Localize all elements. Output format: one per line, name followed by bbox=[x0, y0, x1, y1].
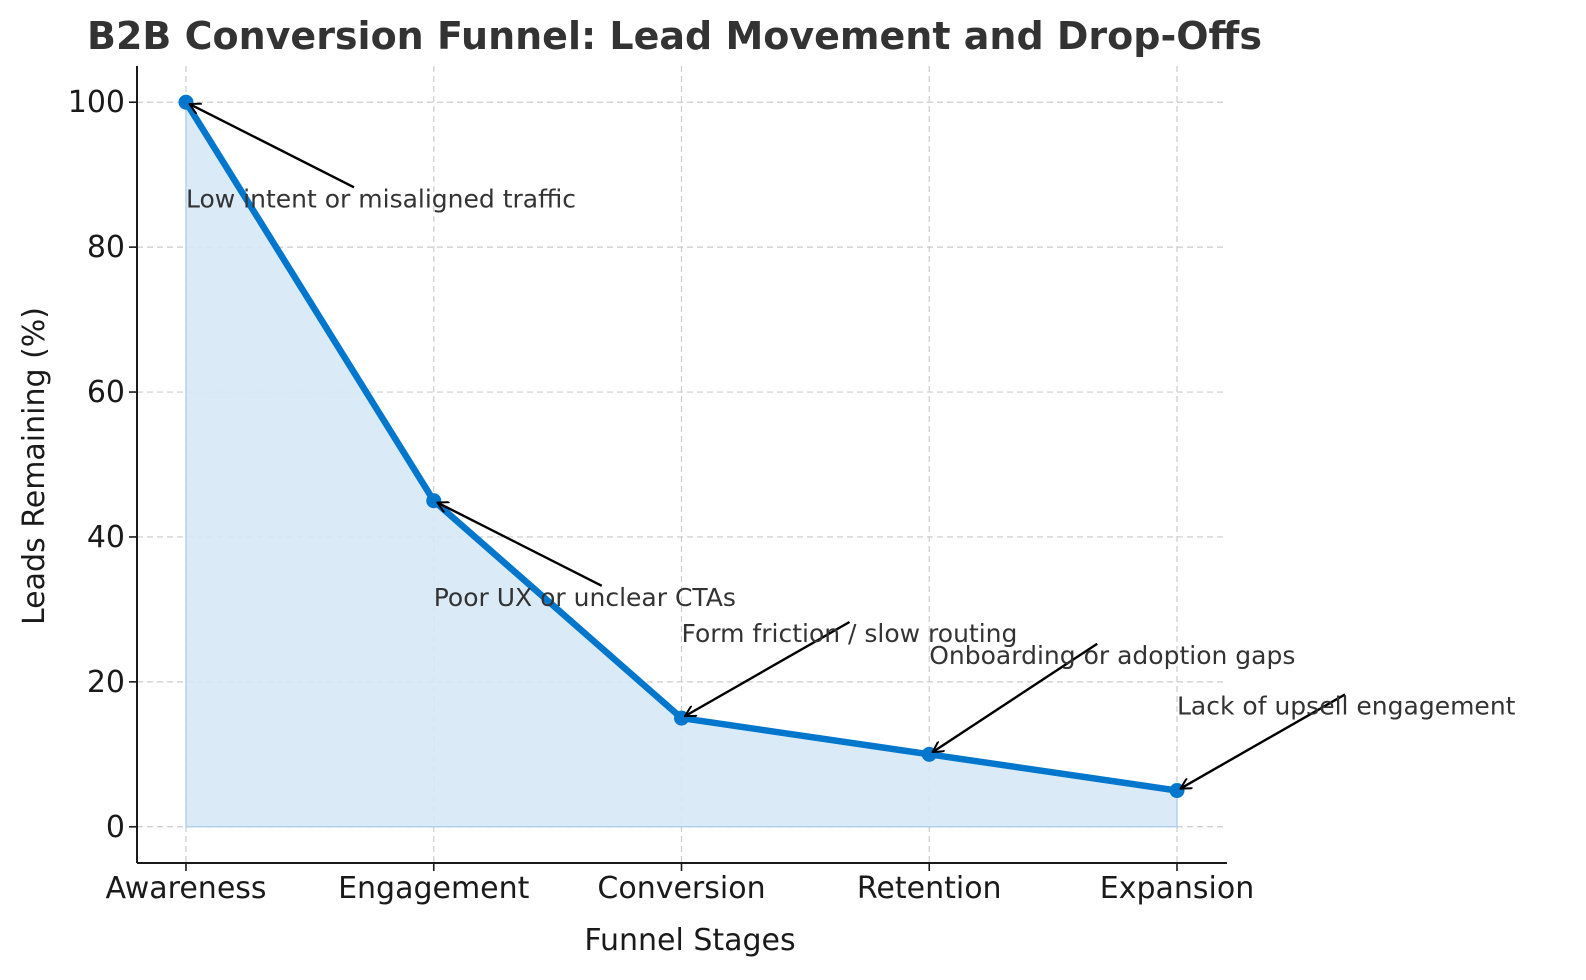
annotation-arrow bbox=[933, 642, 1098, 752]
axes bbox=[129, 66, 1227, 871]
y-axis-label: Leads Remaining (%) bbox=[17, 307, 52, 625]
annotation-text: Low intent or misaligned traffic bbox=[186, 184, 576, 213]
y-tick-label: 40 bbox=[87, 520, 125, 555]
annotation-text: Poor UX or unclear CTAs bbox=[434, 583, 736, 612]
x-tick-label: Conversion bbox=[597, 871, 765, 906]
x-tick-label: Awareness bbox=[105, 871, 266, 906]
annotation-layer: Low intent or misaligned traffic Poor UX … bbox=[186, 104, 1516, 790]
tick-labels: 0 20 40 60 80 100 Awareness Engagement Conversio… bbox=[68, 85, 1255, 906]
data-point bbox=[426, 493, 442, 509]
annotation-arrow bbox=[1180, 693, 1346, 790]
y-tick-label: 20 bbox=[87, 665, 125, 700]
annotation-text: Onboarding or adoption gaps bbox=[929, 641, 1295, 670]
chart-title: B2B Conversion Funnel: Lead Movement and… bbox=[87, 14, 1262, 58]
annotation-text: Form friction / slow routing bbox=[682, 619, 1018, 648]
data-point bbox=[1169, 783, 1185, 799]
y-tick-label: 100 bbox=[68, 85, 125, 120]
y-tick-label: 0 bbox=[106, 810, 125, 845]
data-point bbox=[674, 710, 689, 726]
x-tick-label: Engagement bbox=[338, 871, 530, 906]
x-tick-label: Retention bbox=[857, 871, 1002, 906]
y-tick-label: 60 bbox=[87, 375, 125, 410]
data-point bbox=[178, 94, 194, 110]
data-point bbox=[921, 746, 937, 762]
annotation-arrow bbox=[685, 620, 851, 718]
x-tick-label: Expansion bbox=[1100, 871, 1254, 906]
annotation-arrow bbox=[190, 104, 355, 189]
x-axis-label: Funnel Stages bbox=[584, 923, 795, 958]
annotation-arrow bbox=[437, 503, 603, 587]
y-tick-label: 80 bbox=[87, 230, 125, 265]
annotation-text: Lack of upsell engagement bbox=[1177, 691, 1516, 720]
